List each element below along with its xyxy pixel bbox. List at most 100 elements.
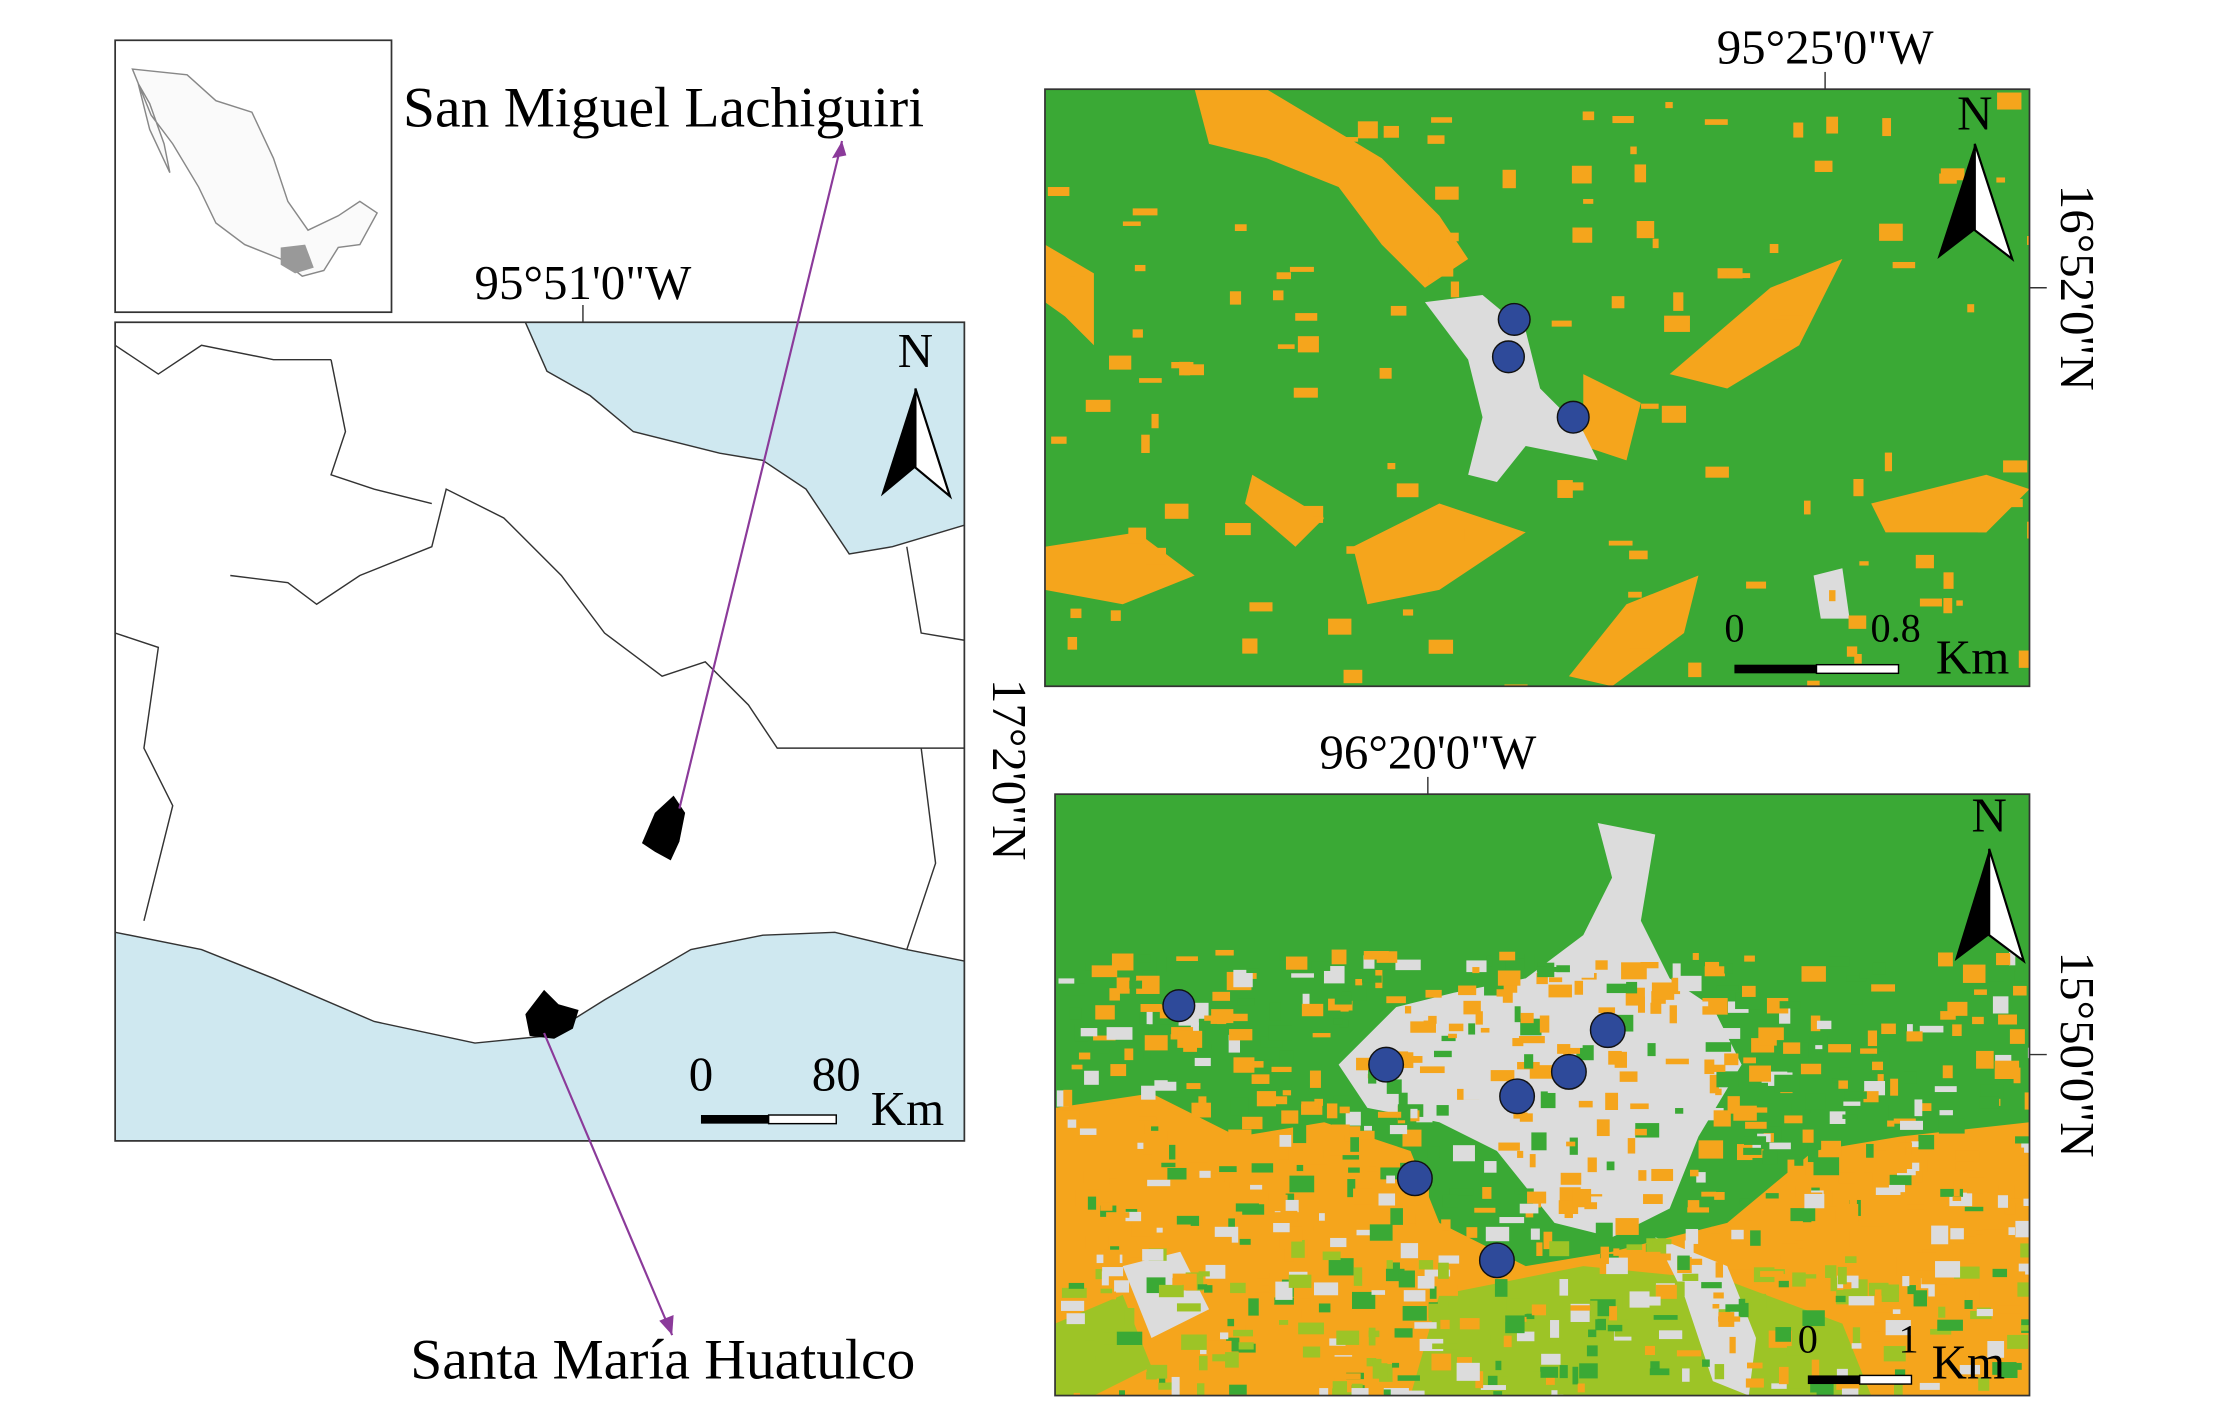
land-cover-patch — [1816, 1382, 1834, 1396]
land-cover-patch — [1769, 243, 1779, 254]
land-cover-patch — [1725, 1304, 1748, 1312]
land-cover-patch — [1084, 1070, 1099, 1085]
scale-unit: Km — [871, 1081, 944, 1136]
land-cover-patch — [1518, 1036, 1545, 1044]
map-shape — [1589, 1012, 1626, 1049]
land-cover-patch — [1987, 1341, 2005, 1358]
land-cover-patch — [1206, 1340, 1232, 1355]
land-cover-patch — [1137, 954, 1151, 963]
land-cover-patch — [1280, 1210, 1298, 1223]
land-cover-patch — [1724, 1053, 1739, 1066]
map-shape — [1044, 244, 1094, 346]
land-cover-patch — [1398, 1270, 1415, 1288]
land-cover-patch — [1095, 1005, 1115, 1020]
land-cover-patch — [1410, 1108, 1418, 1119]
land-cover-patch — [1369, 1224, 1393, 1241]
land-cover-patch — [1576, 1045, 1594, 1061]
land-cover-patch — [1890, 1078, 1899, 1096]
land-cover-patch — [1583, 198, 1594, 204]
huatulco-map — [1055, 794, 2030, 1396]
land-cover-patch — [1976, 1050, 1994, 1069]
land-cover-patch — [1848, 615, 1867, 629]
land-cover-patch — [1312, 516, 1324, 523]
land-cover-patch — [1463, 1000, 1481, 1015]
land-cover-patch — [1827, 1230, 1850, 1248]
map-shape — [1954, 848, 1990, 962]
land-cover-patch — [1161, 1162, 1176, 1168]
land-cover-patch — [1139, 378, 1162, 383]
land-cover-patch — [1863, 1172, 1873, 1190]
land-cover-patch — [1341, 991, 1352, 999]
land-cover-patch — [1872, 962, 1886, 975]
land-cover-patch — [1852, 1327, 1861, 1344]
land-cover-patch — [2029, 1298, 2030, 1305]
land-cover-patch — [1194, 1057, 1211, 1067]
land-cover-patch — [1530, 1057, 1543, 1064]
land-cover-patch — [1228, 1129, 1252, 1140]
land-cover-patch — [1495, 1360, 1502, 1371]
land-cover-patch — [1570, 1305, 1592, 1311]
land-cover-patch — [1635, 1296, 1661, 1306]
map-shape — [1245, 474, 1325, 547]
land-cover-patch — [1966, 1177, 1985, 1194]
land-cover-patch — [1318, 1303, 1331, 1313]
land-cover-patch — [1540, 1366, 1559, 1378]
land-cover-patch — [1348, 985, 1367, 1001]
land-cover-patch — [1867, 1030, 1878, 1047]
land-cover-patch — [1397, 1375, 1420, 1381]
land-cover-patch — [1285, 956, 1308, 970]
land-cover-patch — [1146, 1009, 1153, 1025]
land-cover-patch — [1536, 966, 1561, 972]
land-cover-patch — [1532, 1199, 1542, 1208]
land-cover-patch — [1612, 116, 1634, 124]
land-cover-patch — [1793, 122, 1804, 138]
land-cover-patch — [1868, 1282, 1889, 1296]
land-cover-patch — [1418, 1260, 1434, 1270]
land-cover-patch — [1480, 1027, 1490, 1033]
land-cover-patch — [1380, 1167, 1401, 1180]
land-cover-patch — [1799, 292, 1808, 305]
land-cover-patch — [1884, 452, 1893, 472]
land-cover-patch — [1611, 296, 1625, 309]
land-cover-patch — [1339, 1373, 1361, 1380]
land-cover-patch — [1438, 1255, 1460, 1264]
land-cover-patch — [1527, 1191, 1547, 1204]
land-cover-patch — [1685, 1228, 1699, 1244]
land-cover-patch — [1332, 1381, 1348, 1395]
land-cover-patch — [1271, 1066, 1292, 1073]
land-cover-patch — [1892, 1309, 1901, 1314]
land-cover-patch — [1727, 273, 1751, 279]
land-cover-patch — [1066, 1313, 1085, 1325]
land-cover-patch — [1728, 1263, 1754, 1270]
land-cover-patch — [1621, 962, 1647, 980]
land-cover-patch — [1559, 1279, 1569, 1296]
land-cover-patch — [1938, 1118, 1965, 1134]
land-cover-patch — [1675, 1281, 1685, 1297]
land-cover-patch — [1177, 1030, 1203, 1048]
longitude-label: 95°51'0"W — [475, 255, 693, 310]
land-cover-patch — [1588, 1329, 1597, 1338]
land-cover-patch — [1872, 1061, 1884, 1071]
land-cover-patch — [2020, 1243, 2030, 1258]
land-cover-patch — [1319, 1377, 1335, 1385]
land-cover-patch — [1136, 975, 1160, 994]
land-cover-patch — [1275, 1281, 1293, 1300]
land-cover-patch — [1982, 1229, 2007, 1235]
latitude-label: 15°50'0"N — [2050, 952, 2105, 1158]
land-cover-patch — [1577, 1118, 1597, 1130]
land-cover-patch — [1530, 1228, 1540, 1240]
land-cover-patch — [1429, 1286, 1437, 1299]
map-shape — [1988, 848, 2026, 964]
land-cover-patch — [1285, 1226, 1303, 1242]
land-cover-patch — [1441, 1035, 1456, 1042]
land-cover-patch — [1314, 1098, 1324, 1106]
land-cover-patch — [1141, 1085, 1156, 1100]
land-cover-patch — [1428, 1303, 1440, 1322]
land-cover-patch — [1485, 1226, 1510, 1242]
land-cover-patch — [1916, 1252, 1937, 1271]
land-cover-patch — [1083, 1171, 1098, 1184]
land-cover-patch — [1959, 1364, 1981, 1375]
land-cover-patch — [1368, 1069, 1377, 1084]
land-cover-patch — [1716, 985, 1739, 991]
land-cover-patch — [1519, 1203, 1539, 1214]
